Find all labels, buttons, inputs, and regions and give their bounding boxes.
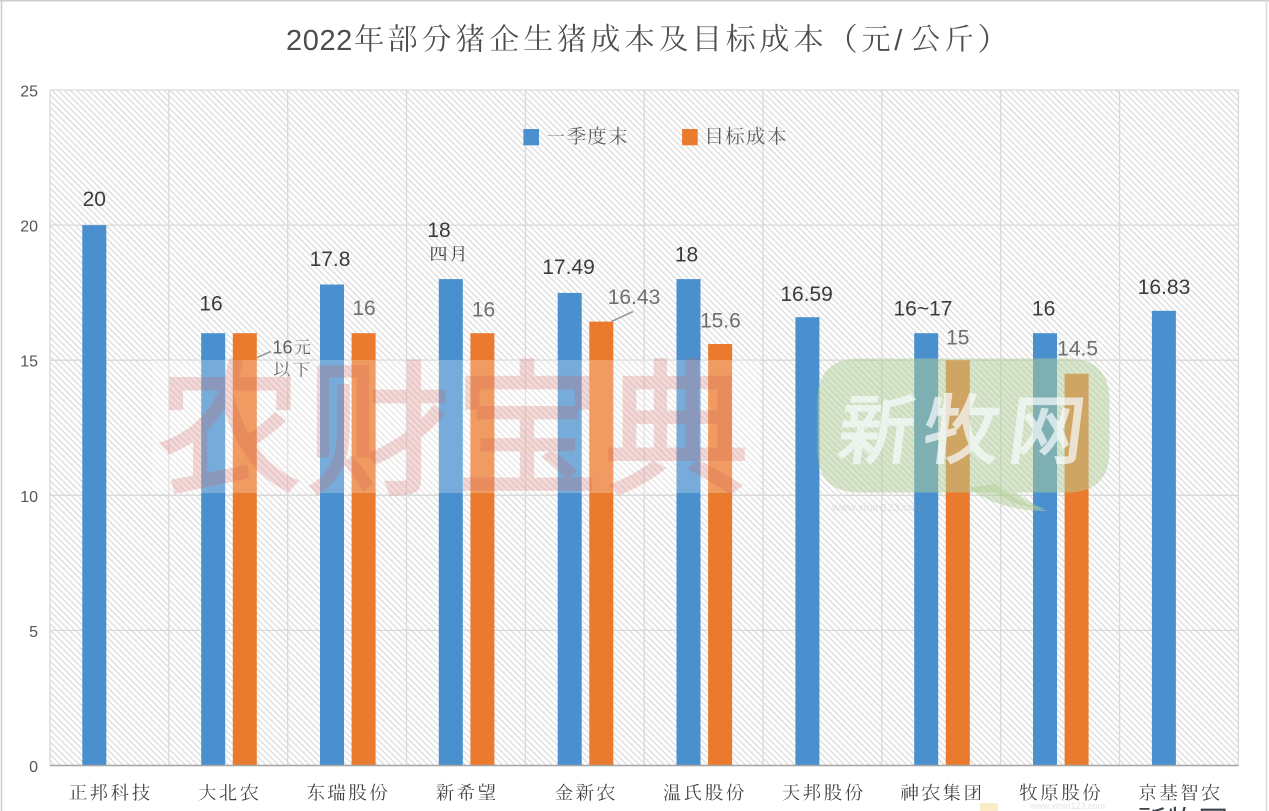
svg-text:18: 18 <box>427 219 450 242</box>
svg-text:18: 18 <box>675 244 698 267</box>
svg-text:20: 20 <box>20 219 38 236</box>
svg-text:www.xinm123.com: www.xinm123.com <box>1029 801 1105 811</box>
svg-text:16.83: 16.83 <box>1138 276 1191 299</box>
svg-text:16: 16 <box>352 297 375 320</box>
svg-text:17.8: 17.8 <box>310 248 351 271</box>
svg-text:20: 20 <box>83 188 106 211</box>
svg-text:16.59: 16.59 <box>780 283 833 306</box>
svg-text:16.43: 16.43 <box>608 286 661 309</box>
svg-text:5: 5 <box>29 624 38 641</box>
svg-text:16: 16 <box>1032 298 1055 321</box>
svg-text:10: 10 <box>20 489 38 506</box>
svg-text:16: 16 <box>472 299 495 322</box>
svg-text:15: 15 <box>20 354 38 371</box>
svg-text:16~17: 16~17 <box>894 298 953 321</box>
svg-text:15: 15 <box>946 327 969 350</box>
svg-text:14.5: 14.5 <box>1057 338 1098 361</box>
svg-text:/: / <box>894 25 903 57</box>
svg-text:25: 25 <box>20 84 38 101</box>
svg-text:17.49: 17.49 <box>542 256 595 279</box>
svg-text:15.6: 15.6 <box>700 310 741 333</box>
svg-text:16: 16 <box>273 338 293 358</box>
svg-text:www.xinm123.com: www.xinm123.com <box>831 502 924 514</box>
svg-text:16: 16 <box>199 293 222 316</box>
svg-text:2022: 2022 <box>286 25 353 57</box>
svg-text:0: 0 <box>29 759 38 776</box>
